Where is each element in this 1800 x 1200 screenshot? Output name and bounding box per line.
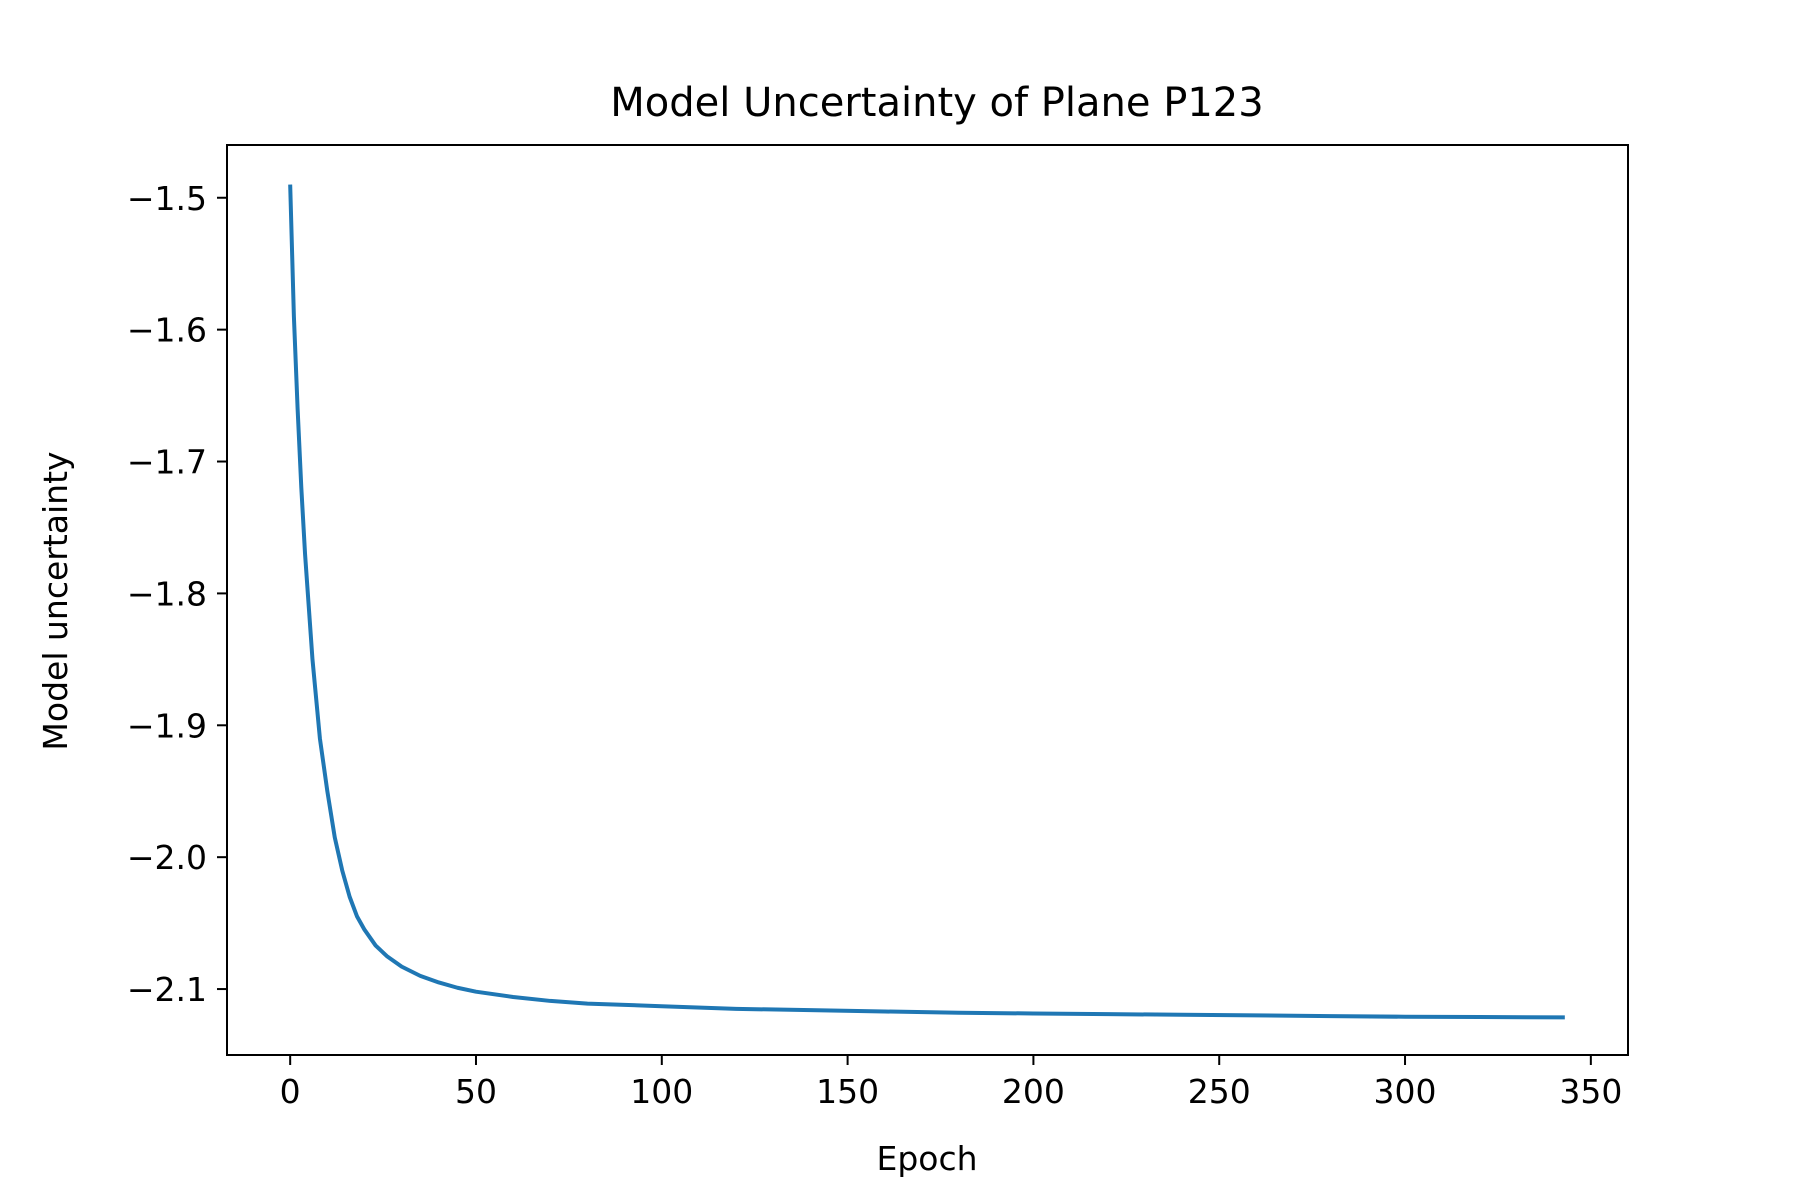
chart-title: Model Uncertainty of Plane P123	[610, 80, 1263, 126]
series-layer	[288, 184, 1565, 1020]
y-axis: −1.5 −1.6 −1.7 −1.8 −1.9 −2.0 −2.1	[127, 179, 227, 1009]
y-axis-label: Model uncertainty	[36, 451, 75, 750]
x-tick-label: 50	[455, 1072, 497, 1111]
y-tick-label: −1.9	[127, 706, 207, 745]
x-tick-label: 200	[1002, 1072, 1065, 1111]
plot-area	[226, 144, 1629, 1056]
plot-frame	[226, 144, 1629, 1056]
y-tick-label: −1.5	[127, 179, 207, 218]
y-tick-label: −2.1	[127, 970, 207, 1009]
series-line	[288, 184, 1565, 1020]
x-tick-label: 300	[1374, 1072, 1437, 1111]
y-tick-label: −1.8	[127, 574, 207, 613]
x-tick-label: 350	[1559, 1072, 1622, 1111]
x-tick-label: 150	[816, 1072, 879, 1111]
x-tick-label: 250	[1188, 1072, 1251, 1111]
x-tick-label: 0	[280, 1072, 301, 1111]
x-axis-label: Epoch	[876, 1139, 977, 1178]
y-tick-label: −1.6	[127, 311, 207, 350]
y-tick-label: −1.7	[127, 443, 207, 482]
x-tick-label: 100	[630, 1072, 693, 1111]
y-tick-label: −2.0	[127, 838, 207, 877]
x-axis: 0 50 100 150 200 250 300 350	[280, 1055, 1622, 1111]
